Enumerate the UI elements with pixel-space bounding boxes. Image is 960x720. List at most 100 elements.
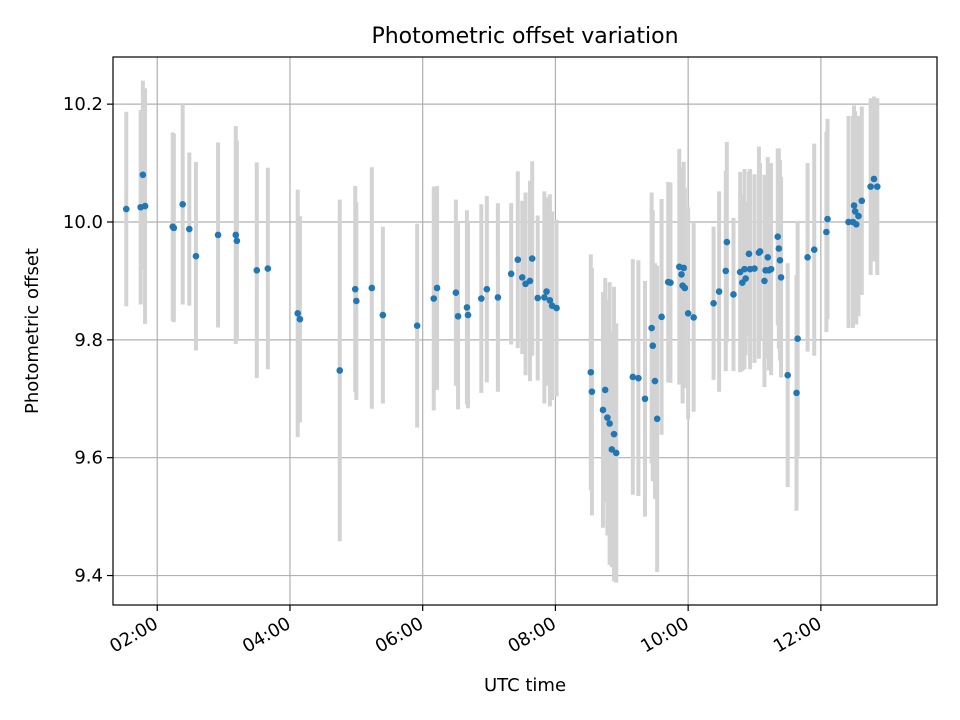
data-point <box>684 310 692 317</box>
data-point <box>518 274 526 281</box>
data-point <box>761 277 768 285</box>
data-point <box>433 284 441 292</box>
data-point <box>526 277 534 285</box>
data-point <box>723 238 731 246</box>
data-point <box>680 264 688 272</box>
data-point <box>658 313 665 321</box>
data-point <box>604 414 611 421</box>
data-point <box>233 237 241 245</box>
data-point <box>742 275 749 282</box>
data-point <box>353 297 360 305</box>
data-point <box>452 289 460 296</box>
data-point <box>463 304 471 311</box>
data-point <box>730 291 737 298</box>
data-point <box>793 389 800 397</box>
data-point <box>776 256 784 264</box>
data-point <box>379 311 387 319</box>
data-point <box>413 322 421 329</box>
data-point <box>264 265 272 272</box>
data-point <box>192 252 200 260</box>
data-point <box>546 297 554 304</box>
data-point <box>528 255 536 262</box>
data-point <box>635 374 642 382</box>
data-point <box>651 377 659 385</box>
data-point <box>186 225 193 233</box>
data-point <box>599 406 607 414</box>
data-point <box>588 388 596 395</box>
data-point <box>232 231 240 239</box>
data-point <box>587 368 595 376</box>
data-point <box>294 310 302 317</box>
data-point <box>214 231 222 239</box>
y-tick-label: 10.0 <box>63 212 103 233</box>
data-point <box>553 304 560 312</box>
data-point <box>336 367 344 374</box>
data-point <box>867 183 874 190</box>
data-point <box>764 254 772 261</box>
data-point <box>681 284 689 292</box>
data-point <box>648 324 655 332</box>
y-tick-label: 9.4 <box>74 566 103 587</box>
data-point <box>767 265 775 273</box>
y-tick-label: 9.6 <box>74 448 103 469</box>
data-point <box>608 446 616 453</box>
data-point <box>368 284 376 292</box>
data-point <box>534 294 542 302</box>
data-point <box>710 300 717 307</box>
data-point <box>606 420 613 427</box>
plot-frame <box>112 56 938 606</box>
data-point <box>851 208 859 215</box>
data-point <box>351 285 359 293</box>
data-point <box>253 267 261 274</box>
data-point <box>751 265 758 272</box>
data-point <box>541 294 548 301</box>
data-point <box>649 342 657 350</box>
data-point <box>543 288 550 295</box>
y-tick-label: 9.8 <box>74 330 103 351</box>
y-tick-label: 10.2 <box>63 94 103 115</box>
data-point <box>139 171 147 179</box>
y-axis: 9.4 9.6 9.8 10.0 10.2 <box>63 94 113 587</box>
data-point <box>612 449 620 457</box>
data-point <box>483 285 491 293</box>
data-point <box>777 274 785 281</box>
data-point <box>653 415 661 423</box>
data-point <box>756 248 764 255</box>
data-point <box>478 295 485 302</box>
data-point <box>690 314 697 321</box>
data-point <box>745 250 753 258</box>
data-point <box>852 221 860 228</box>
data-point <box>641 395 649 403</box>
data-point <box>601 386 609 394</box>
data-point <box>715 288 723 295</box>
data-point <box>170 224 178 232</box>
data-point <box>774 233 782 241</box>
data-point <box>296 315 304 323</box>
data-point <box>775 245 783 252</box>
x-axis-label: UTC time <box>484 675 566 696</box>
data-point <box>810 246 818 253</box>
data-point <box>784 371 791 379</box>
data-point <box>464 311 472 319</box>
data-point <box>514 256 522 264</box>
data-point <box>850 202 858 209</box>
data-point <box>804 254 811 261</box>
chart-title: Photometric offset variation <box>371 24 678 49</box>
data-point <box>141 202 149 210</box>
data-point <box>855 212 862 220</box>
y-axis-label: Photometric offset <box>22 248 43 414</box>
data-point <box>667 279 674 286</box>
data-point <box>823 228 830 236</box>
data-point <box>858 197 866 205</box>
data-point <box>610 430 618 438</box>
data-points <box>122 171 881 457</box>
data-point <box>179 201 186 208</box>
data-point <box>430 295 438 302</box>
data-point <box>494 294 502 301</box>
data-point <box>122 205 130 213</box>
data-point <box>507 270 515 278</box>
data-point <box>794 335 801 342</box>
data-point <box>678 271 685 278</box>
data-point <box>741 265 748 273</box>
